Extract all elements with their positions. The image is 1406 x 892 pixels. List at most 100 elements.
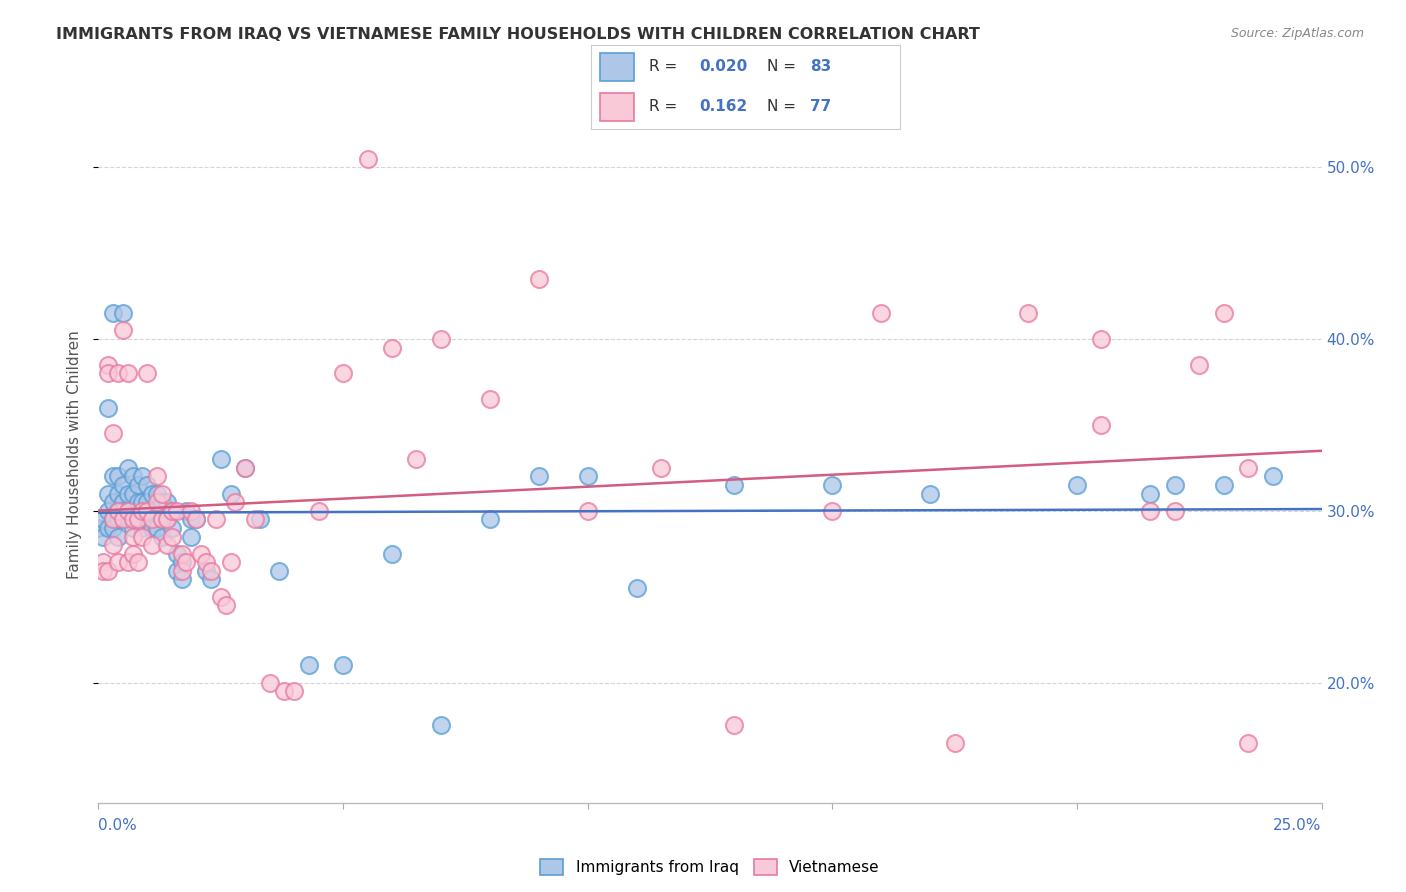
Point [405, 452, 427, 467]
Point [87, 521, 110, 535]
Point [146, 486, 169, 500]
FancyBboxPatch shape [600, 93, 634, 120]
Point [356, 152, 378, 166]
Text: N =: N = [766, 59, 800, 74]
Point [91, 529, 114, 543]
Point [136, 512, 159, 526]
Point [180, 529, 202, 543]
Point [576, 504, 599, 518]
Point [117, 504, 139, 518]
Point [200, 564, 222, 578]
Point [117, 555, 139, 569]
Point [170, 564, 193, 578]
Point [219, 486, 242, 500]
Point [101, 512, 124, 526]
Point [166, 547, 188, 561]
Text: Source: ZipAtlas.com: Source: ZipAtlas.com [1230, 27, 1364, 40]
Point [381, 547, 404, 561]
Point [117, 504, 139, 518]
Point [141, 521, 163, 535]
Point [131, 495, 153, 509]
Point [1212, 478, 1234, 492]
Point [127, 495, 149, 509]
Point [166, 564, 188, 578]
Point [160, 504, 183, 518]
Point [269, 564, 291, 578]
Legend: Immigrants from Iraq, Vietnamese: Immigrants from Iraq, Vietnamese [540, 859, 880, 875]
Point [97, 367, 120, 381]
Point [131, 529, 153, 543]
Point [97, 486, 120, 500]
Point [381, 341, 404, 355]
Point [117, 460, 139, 475]
Text: R =: R = [650, 59, 682, 74]
Point [478, 392, 501, 406]
FancyBboxPatch shape [600, 54, 634, 81]
Point [195, 555, 218, 569]
Point [200, 573, 222, 587]
Point [107, 486, 129, 500]
Point [1164, 504, 1187, 518]
Point [101, 538, 124, 552]
Point [259, 675, 281, 690]
Point [111, 478, 134, 492]
Point [298, 658, 321, 673]
Point [111, 323, 134, 337]
Point [170, 555, 193, 569]
Point [101, 512, 124, 526]
Point [156, 495, 179, 509]
Point [1261, 469, 1284, 483]
Point [91, 555, 114, 569]
Point [107, 504, 129, 518]
Point [141, 538, 163, 552]
Point [101, 426, 124, 441]
Point [121, 521, 143, 535]
Point [150, 495, 173, 509]
Point [141, 486, 163, 500]
Point [160, 504, 183, 518]
Point [219, 555, 242, 569]
Text: 83: 83 [810, 59, 831, 74]
Text: 0.020: 0.020 [699, 59, 747, 74]
Point [150, 486, 173, 500]
Point [180, 504, 202, 518]
Point [1212, 306, 1234, 320]
Point [131, 504, 153, 518]
Point [146, 504, 169, 518]
Point [1237, 736, 1260, 750]
Point [166, 504, 188, 518]
Point [243, 512, 266, 526]
Point [127, 555, 149, 569]
Point [121, 512, 143, 526]
Point [146, 495, 169, 509]
Point [91, 512, 114, 526]
Point [111, 512, 134, 526]
Point [107, 512, 129, 526]
Text: 25.0%: 25.0% [1274, 818, 1322, 832]
Point [430, 718, 453, 732]
Point [107, 367, 129, 381]
Text: 0.0%: 0.0% [98, 818, 138, 832]
Point [176, 504, 198, 518]
Point [97, 504, 120, 518]
Point [127, 478, 149, 492]
Point [170, 573, 193, 587]
Point [150, 512, 173, 526]
Point [1164, 478, 1187, 492]
Point [97, 401, 120, 415]
Point [576, 469, 599, 483]
Point [101, 521, 124, 535]
Point [1017, 306, 1039, 320]
Point [224, 495, 246, 509]
Point [101, 306, 124, 320]
Point [332, 367, 354, 381]
Point [156, 512, 179, 526]
Point [1090, 332, 1112, 346]
Point [146, 521, 169, 535]
Point [160, 529, 183, 543]
Point [821, 504, 844, 518]
Point [723, 718, 745, 732]
Point [233, 460, 256, 475]
Text: IMMIGRANTS FROM IRAQ VS VIETNAMESE FAMILY HOUSEHOLDS WITH CHILDREN CORRELATION C: IMMIGRANTS FROM IRAQ VS VIETNAMESE FAMIL… [56, 27, 980, 42]
Point [121, 512, 143, 526]
